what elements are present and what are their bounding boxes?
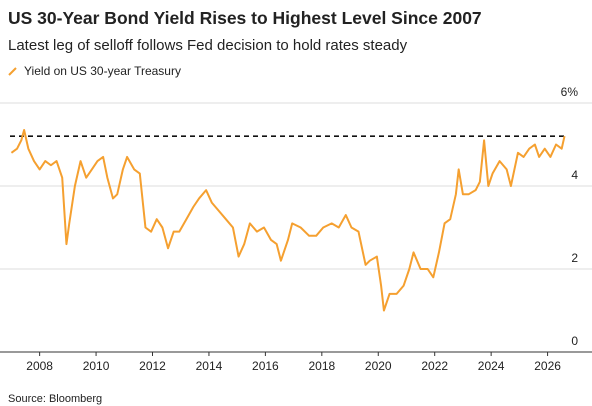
- y-tick-label: 6%: [561, 85, 579, 99]
- y-tick-label: 2: [571, 251, 578, 265]
- y-tick-label: 0: [571, 334, 578, 348]
- x-tick-label: 2016: [252, 359, 279, 373]
- chart-subtitle: Latest leg of selloff follows Fed decisi…: [8, 37, 408, 54]
- x-tick-label: 2010: [83, 359, 110, 373]
- x-tick-label: 2020: [365, 359, 392, 373]
- x-tick-label: 2026: [534, 359, 561, 373]
- legend-label: Yield on US 30-year Treasury: [24, 64, 181, 78]
- x-tick-label: 2014: [196, 359, 223, 373]
- x-tick-label: 2022: [421, 359, 448, 373]
- x-tick-label: 2024: [478, 359, 505, 373]
- series-line: [10, 128, 566, 312]
- x-tick-label: 2018: [308, 359, 335, 373]
- chart-title: US 30-Year Bond Yield Rises to Highest L…: [8, 8, 482, 28]
- y-tick-label: 4: [571, 168, 578, 182]
- legend-swatch: [8, 67, 17, 76]
- source: Source: Bloomberg: [8, 393, 102, 405]
- x-tick-label: 2008: [26, 359, 53, 373]
- x-tick-label: 2012: [139, 359, 166, 373]
